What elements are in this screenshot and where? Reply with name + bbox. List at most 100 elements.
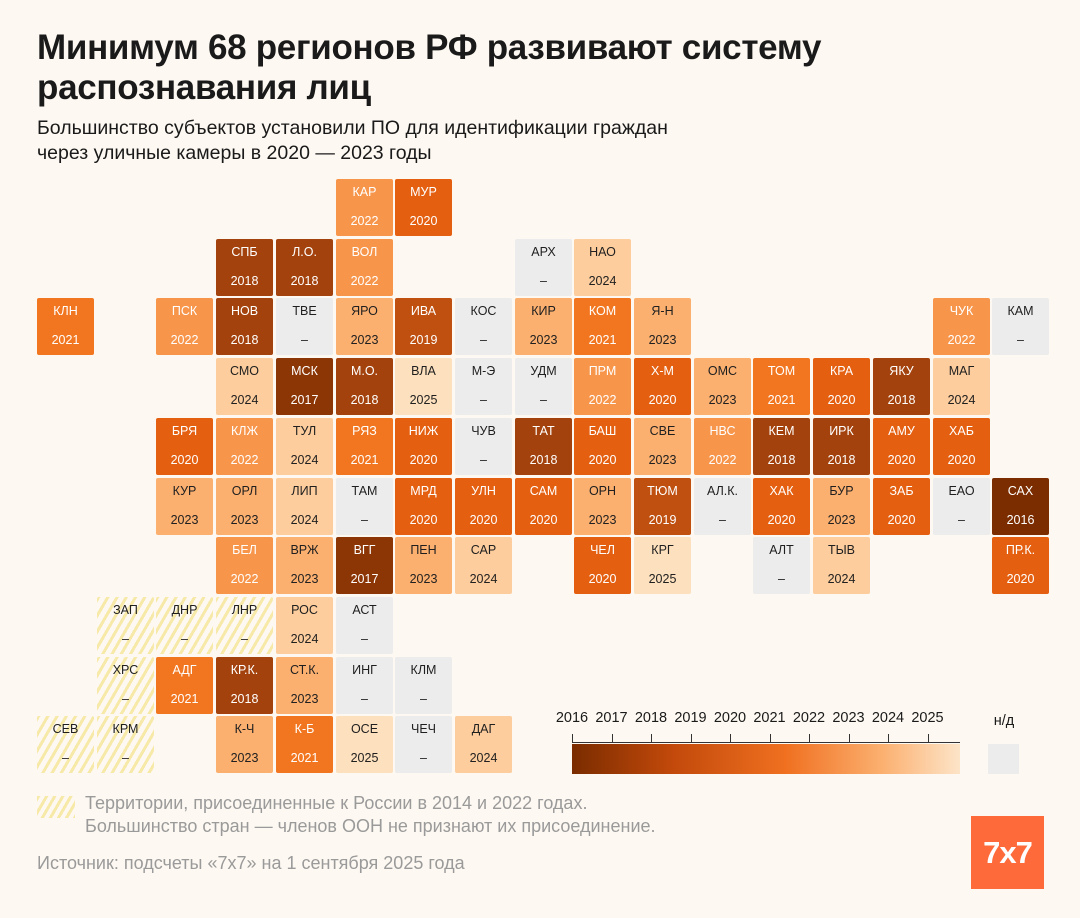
legend-tick: [730, 734, 731, 743]
region-code: М-Э: [471, 364, 496, 378]
region-code: КАМ: [1007, 304, 1034, 318]
region-year: 2024: [827, 572, 856, 586]
chart-title: Минимум 68 регионов РФ развивают систему…: [37, 28, 977, 108]
region-code: К-Ч: [234, 722, 255, 736]
region-year: –: [301, 333, 308, 347]
region-year: –: [480, 393, 487, 407]
legend-year-2020: 2020: [713, 710, 747, 726]
region-code: ДАГ: [471, 722, 496, 736]
region-year: 2022: [230, 572, 259, 586]
region-tile-НВС: НВС 2022: [694, 418, 751, 475]
region-tile-ХАК: ХАК 2020: [753, 478, 810, 535]
region-tile-К-Ч: К-Ч 2023: [216, 716, 273, 773]
region-year: 2023: [529, 333, 558, 347]
region-year: 2024: [290, 453, 319, 467]
region-code: ХАБ: [949, 424, 974, 438]
region-code: ЯРО: [351, 304, 378, 318]
region-code: ИВА: [410, 304, 437, 318]
region-code: УЛН: [471, 484, 496, 498]
region-code: ВОЛ: [351, 245, 378, 259]
region-tile-МСК: МСК 2017: [276, 358, 333, 415]
region-year: –: [361, 632, 368, 646]
legend-axis: [572, 742, 960, 743]
annexed-note-line-2: Большинство стран — членов ООН не призна…: [85, 816, 656, 836]
region-tile-ОРН: ОРН 2023: [574, 478, 631, 535]
region-year: 2025: [350, 751, 379, 765]
region-year: 2018: [767, 453, 796, 467]
region-code: ЯКУ: [889, 364, 914, 378]
region-year: 2023: [648, 333, 677, 347]
region-code: САХ: [1007, 484, 1034, 498]
region-code: КИР: [531, 304, 556, 318]
region-code: К-Б: [294, 722, 315, 736]
region-tile-ПР.К.: ПР.К. 2020: [992, 537, 1049, 594]
region-tile-ТВЕ: ТВЕ –: [276, 298, 333, 355]
region-tile-ПРМ: ПРМ 2022: [574, 358, 631, 415]
region-year: –: [1017, 333, 1024, 347]
region-year: 2017: [290, 393, 319, 407]
region-year: 2022: [230, 453, 259, 467]
region-tile-СПБ: СПБ 2018: [216, 239, 273, 296]
legend-tick: [809, 734, 810, 743]
region-year: 2020: [529, 513, 558, 527]
legend-year-2018: 2018: [634, 710, 668, 726]
region-code: САР: [470, 543, 497, 557]
legend-tick: [927, 734, 929, 743]
region-tile-ЧУК: ЧУК 2022: [933, 298, 990, 355]
region-year: 2022: [588, 393, 617, 407]
region-tile-МУР: МУР 2020: [395, 179, 452, 236]
region-tile-ОМС: ОМС 2023: [694, 358, 751, 415]
region-tile-АЛ.К.: АЛ.К. –: [694, 478, 751, 535]
region-tile-ТУЛ: ТУЛ 2024: [276, 418, 333, 475]
region-tile-ИВА: ИВА 2019: [395, 298, 452, 355]
region-year: 2023: [170, 513, 199, 527]
region-code: ВЛА: [411, 364, 436, 378]
region-year: 2017: [350, 572, 379, 586]
region-code: КРГ: [651, 543, 674, 557]
region-tile-АРХ: АРХ –: [515, 239, 572, 296]
region-code: КР.К.: [230, 663, 259, 677]
region-tile-КЕМ: КЕМ 2018: [753, 418, 810, 475]
region-tile-ЯРО: ЯРО 2023: [336, 298, 393, 355]
legend-year-2019: 2019: [674, 710, 707, 726]
region-year: 2019: [648, 513, 677, 527]
region-code: ЕАО: [948, 484, 975, 498]
region-tile-КРМ: КРМ –: [97, 716, 154, 773]
region-tile-КОМ: КОМ 2021: [574, 298, 631, 355]
legend-tick: [848, 734, 850, 743]
region-year: 2020: [947, 453, 976, 467]
region-code: Х-М: [651, 364, 674, 378]
region-code: КЛМ: [410, 663, 437, 677]
region-year: 2023: [230, 513, 259, 527]
region-tile-Х-М: Х-М 2020: [634, 358, 691, 415]
region-year: 2024: [290, 513, 319, 527]
region-tile-ЗАБ: ЗАБ 2020: [873, 478, 930, 535]
region-year: 2022: [947, 333, 976, 347]
region-tile-БАШ: БАШ 2020: [574, 418, 631, 475]
region-year: –: [181, 632, 188, 646]
region-code: РЯЗ: [352, 424, 377, 438]
region-code: КЛН: [53, 304, 78, 318]
legend-year-2022: 2022: [792, 710, 826, 726]
region-tile-СВЕ: СВЕ 2023: [634, 418, 691, 475]
region-code: КУР: [172, 484, 197, 498]
region-code: ВГГ: [353, 543, 376, 557]
region-code: ЗАБ: [889, 484, 914, 498]
region-code: СЕВ: [52, 722, 79, 736]
region-year: 2023: [290, 692, 319, 706]
region-code: ЛИП: [291, 484, 318, 498]
region-year: 2020: [588, 453, 617, 467]
region-year: 2024: [469, 572, 498, 586]
region-year: 2023: [409, 572, 438, 586]
region-tile-ДНР: ДНР –: [156, 597, 213, 654]
region-year: 2021: [290, 751, 319, 765]
region-code: НИЖ: [408, 424, 439, 438]
legend-tick: [769, 734, 771, 743]
region-code: ПРМ: [588, 364, 617, 378]
region-tile-ЯКУ: ЯКУ 2018: [873, 358, 930, 415]
region-code: ИНГ: [352, 663, 377, 677]
region-tile-К-Б: К-Б 2021: [276, 716, 333, 773]
legend-tick: [888, 734, 889, 743]
region-code: Я-Н: [651, 304, 674, 318]
region-year: 2020: [409, 453, 438, 467]
